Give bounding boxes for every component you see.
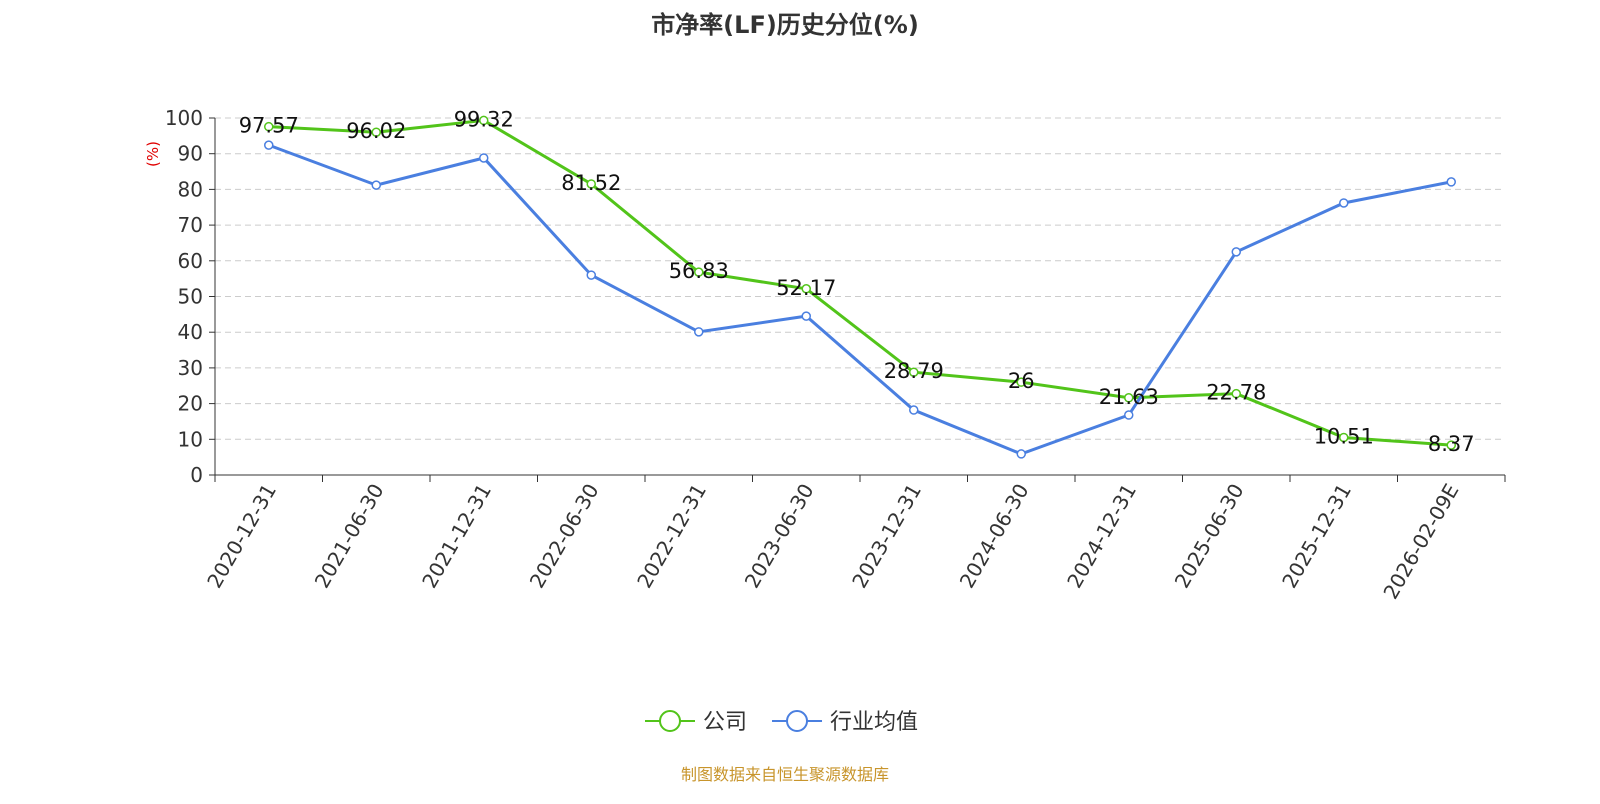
legend-marker-icon <box>786 710 809 732</box>
x-tick-label: 2021-12-31 <box>417 480 496 593</box>
data-point <box>479 153 489 163</box>
data-label: 21.63 <box>1099 385 1159 409</box>
y-tick-label: 90 <box>178 142 203 166</box>
data-label: 28.79 <box>884 359 944 383</box>
data-point <box>586 270 596 280</box>
data-point <box>1124 410 1134 420</box>
y-tick-label: 10 <box>178 427 203 451</box>
data-point <box>909 405 919 415</box>
data-point <box>1016 449 1026 459</box>
y-tick-label: 20 <box>178 392 203 416</box>
data-label: 81.52 <box>561 171 621 195</box>
data-point <box>1016 377 1026 387</box>
x-tick-label: 2022-12-31 <box>632 480 711 593</box>
data-point <box>1231 247 1241 257</box>
data-label: 97.57 <box>239 114 299 138</box>
x-tick-label: 2023-12-31 <box>847 480 926 593</box>
y-tick-label: 40 <box>178 320 203 344</box>
series-line <box>268 143 1452 456</box>
data-point <box>801 284 811 294</box>
data-point <box>1124 393 1134 403</box>
data-point <box>264 140 274 150</box>
data-point <box>694 327 704 337</box>
data-label: 96.02 <box>346 119 406 143</box>
data-point <box>371 180 381 190</box>
data-point <box>586 179 596 189</box>
legend: 公司 行业均值 <box>645 710 918 735</box>
x-tick-label: 2024-12-31 <box>1062 480 1141 593</box>
x-tick-label: 2023-06-30 <box>740 480 819 593</box>
series-line <box>268 118 1452 447</box>
data-point <box>694 267 704 277</box>
data-point <box>264 121 274 132</box>
data-label: 99.32 <box>454 107 514 131</box>
data-point <box>1446 177 1456 187</box>
legend-label: 行业均值 <box>830 710 918 735</box>
data-label: 8.37 <box>1428 432 1475 456</box>
data-point <box>371 127 381 137</box>
data-label: 22.78 <box>1206 381 1266 405</box>
x-tick-label: 2020-12-31 <box>202 480 281 593</box>
y-tick-label: 30 <box>178 356 203 380</box>
y-tick-label: 70 <box>178 213 203 237</box>
data-point <box>909 367 919 377</box>
data-point <box>479 115 489 126</box>
x-tick-label: 2021-06-30 <box>310 480 389 593</box>
legend-marker-icon <box>659 710 681 732</box>
data-label: 56.83 <box>669 259 729 283</box>
y-tick-label: 50 <box>178 285 203 309</box>
data-point <box>1339 432 1349 443</box>
data-point <box>1231 388 1241 399</box>
x-tick-label: 2024-06-30 <box>955 480 1034 593</box>
data-label: 10.51 <box>1314 424 1374 448</box>
data-point <box>801 311 811 321</box>
y-tick-label: 0 <box>190 463 203 487</box>
x-tick-label: 2026-02-09E <box>1378 480 1463 604</box>
x-tick-label: 2025-06-30 <box>1170 480 1249 593</box>
data-point <box>1339 198 1349 208</box>
chart-title: 市净率(LF)历史分位(%) <box>651 11 919 39</box>
source-note: 制图数据来自恒生聚源数据库 <box>681 765 889 784</box>
y-axis-label: (%) <box>144 141 162 167</box>
y-tick-label: 80 <box>178 177 203 201</box>
x-tick-label: 2025-12-31 <box>1277 480 1356 593</box>
data-label: 26 <box>1008 369 1035 393</box>
y-tick-label: 60 <box>178 249 203 273</box>
legend-label: 公司 <box>703 710 747 735</box>
data-label: 52.17 <box>776 276 836 300</box>
x-tick-label: 2022-06-30 <box>525 480 604 593</box>
y-tick-label: 100 <box>165 106 203 130</box>
data-point <box>1446 440 1456 450</box>
